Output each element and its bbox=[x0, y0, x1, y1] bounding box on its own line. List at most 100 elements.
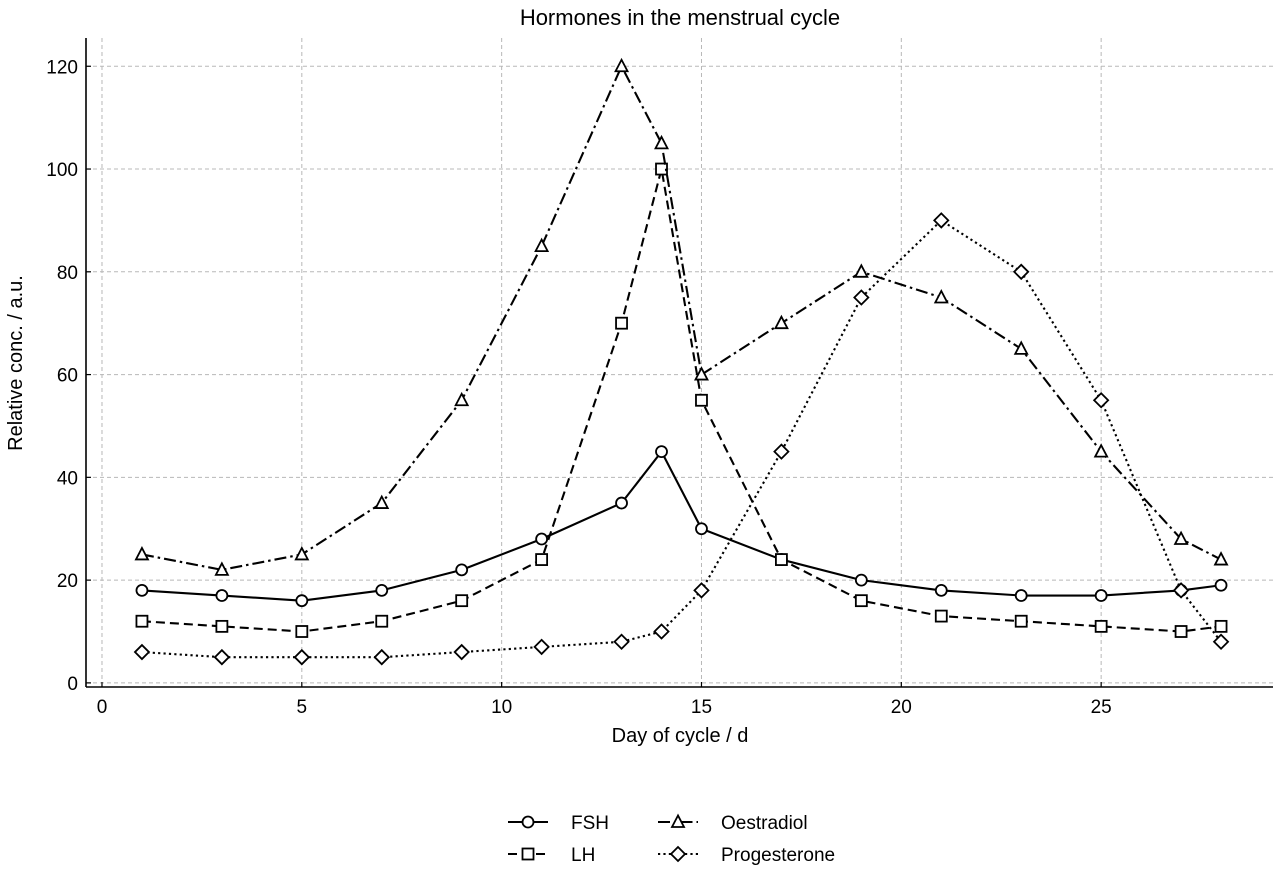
x-tick-label: 20 bbox=[891, 697, 912, 718]
series-line-progesterone bbox=[141, 219, 1222, 659]
data-point-fsh bbox=[1094, 589, 1108, 602]
axes bbox=[85, 38, 1273, 688]
data-point-oestradiol bbox=[1173, 530, 1189, 545]
data-point-oestradiol bbox=[294, 545, 310, 561]
data-point-oestradiol bbox=[693, 366, 709, 381]
data-point-oestradiol bbox=[933, 289, 949, 304]
x-tick-label: 15 bbox=[691, 697, 712, 718]
data-point-lh bbox=[695, 393, 708, 407]
grid bbox=[86, 38, 1273, 687]
legend-entry-progesterone: Progesterone bbox=[658, 845, 835, 866]
data-point-progesterone bbox=[373, 648, 391, 666]
data-point-fsh bbox=[1014, 589, 1028, 602]
data-point-progesterone bbox=[773, 443, 790, 460]
y-tick-label: 100 bbox=[46, 160, 78, 181]
data-point-fsh bbox=[934, 583, 948, 597]
data-point-progesterone bbox=[853, 289, 870, 306]
data-point-fsh bbox=[615, 496, 628, 510]
tick-labels: 0 5 10 15 20 25 0 20 40 60 80 100 120 bbox=[46, 57, 1111, 718]
series-fsh bbox=[135, 445, 1228, 608]
series-line-lh bbox=[141, 167, 1222, 633]
series-progesterone bbox=[133, 212, 1230, 666]
data-point-progesterone bbox=[453, 643, 470, 661]
data-point-progesterone bbox=[213, 648, 231, 666]
legend-label-progesterone: Progesterone bbox=[721, 845, 835, 866]
x-tick-label: 5 bbox=[297, 697, 308, 718]
x-tick-label: 10 bbox=[491, 697, 512, 718]
data-point-lh bbox=[854, 594, 868, 608]
data-point-oestradiol bbox=[654, 134, 669, 150]
y-tick-label: 120 bbox=[46, 57, 78, 78]
data-point-progesterone bbox=[653, 623, 670, 640]
data-point-progesterone bbox=[1012, 263, 1030, 281]
series-oestradiol bbox=[134, 57, 1229, 576]
data-point-progesterone bbox=[613, 633, 630, 651]
data-point-oestradiol bbox=[454, 391, 470, 407]
x-axis-label: Day of cycle / d bbox=[612, 725, 749, 747]
data-point-oestradiol bbox=[214, 561, 230, 576]
data-point-fsh bbox=[535, 532, 549, 546]
data-point-lh bbox=[1094, 619, 1108, 633]
data-point-lh bbox=[1214, 619, 1228, 633]
data-point-fsh bbox=[1214, 578, 1228, 592]
data-point-fsh bbox=[695, 522, 708, 536]
data-point-oestradiol bbox=[853, 263, 869, 278]
data-point-fsh bbox=[295, 594, 309, 608]
y-tick-label: 0 bbox=[67, 674, 78, 695]
y-axis-label: Relative conc. / a.u. bbox=[5, 275, 27, 451]
data-point-oestradiol bbox=[1213, 551, 1229, 566]
data-point-lh bbox=[1014, 614, 1028, 628]
legend-entry-fsh: FSH bbox=[508, 813, 609, 834]
data-point-progesterone bbox=[293, 648, 311, 666]
data-point-oestradiol bbox=[1093, 443, 1109, 458]
y-tick-label: 60 bbox=[57, 366, 78, 387]
legend-label-oestradiol: Oestradiol bbox=[721, 813, 808, 834]
data-point-fsh bbox=[854, 573, 868, 587]
data-point-fsh bbox=[135, 583, 149, 597]
series bbox=[133, 57, 1230, 666]
data-point-lh bbox=[375, 614, 389, 628]
legend-marker-fsh bbox=[521, 815, 535, 829]
data-point-oestradiol bbox=[1013, 340, 1029, 355]
legend-marker-lh bbox=[521, 847, 535, 861]
legend: FSH LH Oestradiol Progesterone bbox=[508, 813, 835, 866]
data-point-fsh bbox=[655, 445, 668, 459]
series-line-oestradiol bbox=[141, 65, 1222, 571]
series-line-fsh bbox=[141, 450, 1222, 602]
data-point-progesterone bbox=[1092, 391, 1110, 409]
series-lh bbox=[135, 162, 1228, 638]
data-point-oestradiol bbox=[534, 237, 550, 253]
y-tick-label: 20 bbox=[57, 571, 78, 592]
data-point-lh bbox=[535, 553, 549, 566]
data-point-lh bbox=[455, 594, 469, 608]
data-point-lh bbox=[775, 553, 788, 566]
data-point-lh bbox=[215, 619, 229, 633]
legend-entry-lh: LH bbox=[508, 845, 595, 866]
data-point-progesterone bbox=[933, 212, 950, 229]
data-point-oestradiol bbox=[614, 57, 630, 73]
data-point-fsh bbox=[215, 589, 229, 602]
data-point-oestradiol bbox=[374, 494, 390, 509]
x-tick-label: 25 bbox=[1091, 697, 1112, 718]
data-point-progesterone bbox=[1212, 633, 1230, 651]
data-point-lh bbox=[135, 614, 149, 628]
data-point-lh bbox=[295, 625, 309, 638]
data-point-fsh bbox=[455, 563, 469, 577]
data-point-progesterone bbox=[533, 638, 550, 656]
legend-label-lh: LH bbox=[571, 845, 595, 866]
data-point-lh bbox=[934, 609, 948, 623]
chart-title: Hormones in the menstrual cycle bbox=[520, 5, 840, 30]
legend-label-fsh: FSH bbox=[571, 813, 609, 834]
data-point-lh bbox=[615, 316, 628, 330]
y-tick-label: 40 bbox=[57, 468, 78, 489]
data-point-lh bbox=[1174, 625, 1188, 638]
data-point-progesterone bbox=[693, 582, 710, 599]
legend-marker-progesterone bbox=[669, 845, 687, 863]
data-point-oestradiol bbox=[773, 314, 789, 330]
data-point-fsh bbox=[375, 583, 389, 597]
data-point-oestradiol bbox=[134, 545, 150, 561]
x-tick-label: 0 bbox=[97, 697, 108, 718]
legend-entry-oestradiol: Oestradiol bbox=[658, 813, 808, 834]
data-point-progesterone bbox=[133, 643, 151, 661]
